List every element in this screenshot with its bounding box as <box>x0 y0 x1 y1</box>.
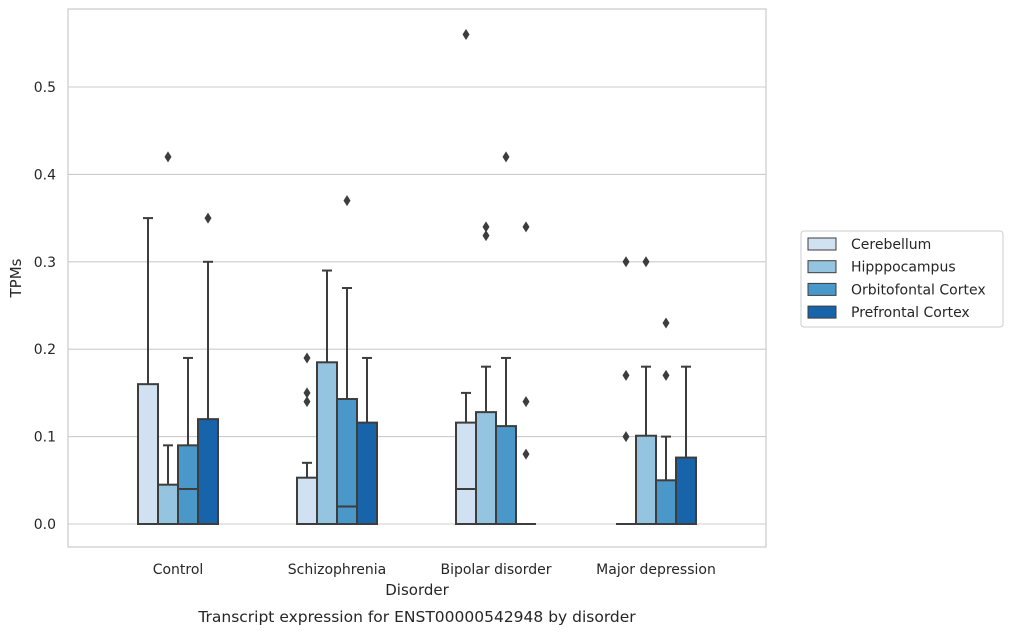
legend-label: Orbitofontal Cortex <box>851 282 986 298</box>
outlier-point <box>482 230 490 242</box>
box <box>635 434 657 526</box>
box <box>316 361 338 525</box>
y-axis-label: TPMs <box>7 258 25 298</box>
outlier-point <box>303 352 311 364</box>
y-tick-label: 0.2 <box>34 342 56 358</box>
x-axis-label: Disorder <box>385 581 449 599</box>
outlier-point <box>204 212 212 224</box>
box-group <box>197 212 219 525</box>
box <box>475 411 497 525</box>
box-group <box>296 352 318 526</box>
boxes <box>137 29 697 526</box>
box-group <box>157 151 179 526</box>
box <box>197 418 219 525</box>
outlier-point <box>303 396 311 408</box>
outlier-point <box>622 256 630 268</box>
legend-label: Hipppocampus <box>851 260 956 276</box>
y-tick-labels: 0.0 0.1 0.2 0.3 0.4 0.5 <box>34 80 56 533</box>
outlier-point <box>662 317 670 329</box>
outlier-point <box>343 195 351 207</box>
x-tick-labels: Control Schizophrenia Bipolar disorder Majo… <box>153 562 716 578</box>
legend: Cerebellum Hipppocampus Orbitofontal Corte… <box>800 230 1004 328</box>
box <box>455 421 477 525</box>
legend-swatch <box>807 260 837 274</box>
outlier-point <box>642 256 650 268</box>
x-tick-label: Major depression <box>596 562 716 578</box>
box <box>137 383 159 525</box>
x-tick-label: Schizophrenia <box>288 562 386 578</box>
outlier-point <box>164 151 172 163</box>
outlier-point <box>522 448 530 460</box>
box <box>675 456 697 525</box>
outlier-point <box>622 431 630 443</box>
box <box>157 483 179 526</box>
box <box>336 398 358 526</box>
outlier-point <box>303 387 311 399</box>
outlier-point <box>522 221 530 233</box>
legend-swatch <box>807 305 837 319</box>
legend-label: Prefrontal Cortex <box>851 305 970 321</box>
outlier-point <box>462 29 470 41</box>
y-tick-label: 0.4 <box>34 167 56 183</box>
y-tick-label: 0.0 <box>34 517 56 533</box>
outlier-point <box>522 396 530 408</box>
box-group <box>516 221 536 525</box>
outlier-point <box>502 151 510 163</box>
box-group <box>495 151 517 525</box>
box <box>655 479 677 525</box>
y-tick-label: 0.3 <box>34 255 56 271</box>
legend-swatch <box>807 282 837 296</box>
box <box>356 421 378 525</box>
legend-label: Cerebellum <box>851 237 931 253</box>
box-group <box>616 256 636 525</box>
legend-swatch <box>807 237 837 251</box>
x-tick-label: Control <box>153 562 204 578</box>
plot-area-background <box>68 9 766 547</box>
box-group <box>137 217 159 525</box>
outlier-point <box>622 369 630 381</box>
box-group <box>177 356 199 525</box>
y-tick-label: 0.5 <box>34 80 56 96</box>
y-tick-label: 0.1 <box>34 430 56 446</box>
legend-frame <box>800 230 1004 328</box>
box <box>296 476 318 526</box>
x-tick-label: Bipolar disorder <box>440 562 551 578</box>
outlier-point <box>482 221 490 233</box>
plot-frame <box>67 8 767 548</box>
outlier-point <box>662 369 670 381</box>
box-group <box>356 356 378 525</box>
box <box>495 425 517 525</box>
box-group <box>675 365 697 525</box>
box <box>177 444 199 525</box>
chart-caption: Transcript expression for ENST0000054294… <box>197 608 636 626</box>
